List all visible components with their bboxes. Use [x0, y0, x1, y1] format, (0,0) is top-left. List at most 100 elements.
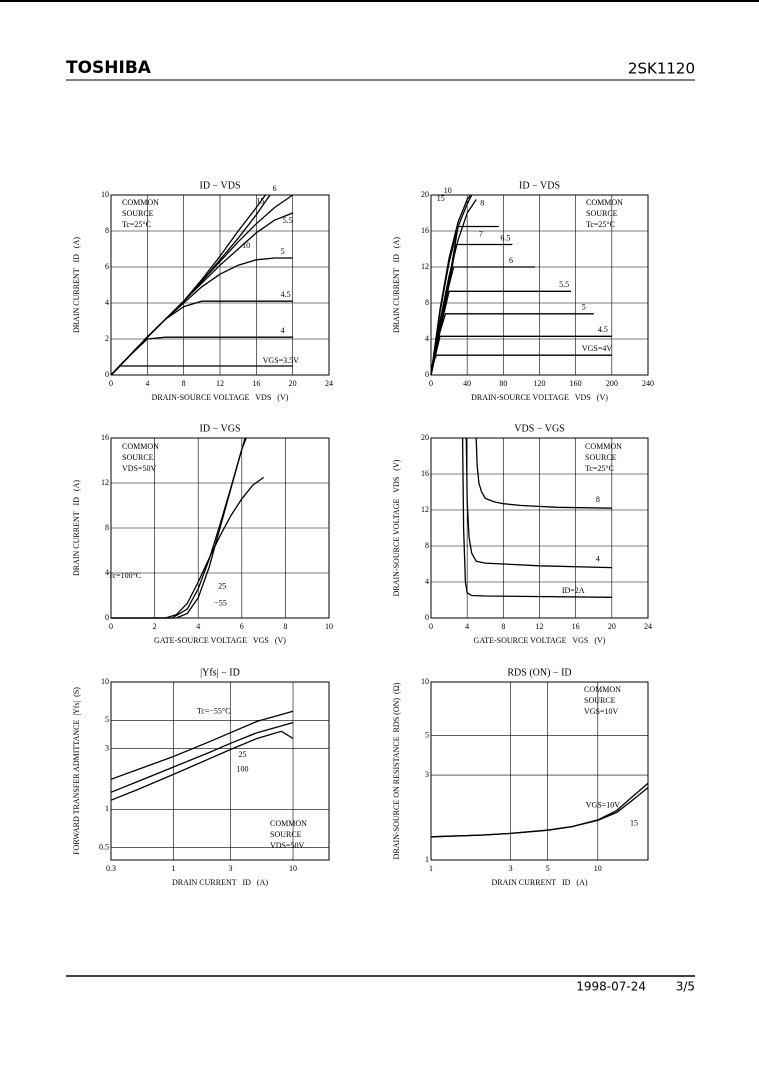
curve — [430, 194, 472, 376]
x-tick-label: 16 — [572, 622, 580, 631]
x-tick-label: 2 — [153, 622, 157, 631]
curve — [110, 212, 293, 376]
y-tick-label: 0 — [105, 613, 109, 622]
curve-label: Tc=100°C — [108, 571, 141, 580]
y-axis-label: DRAIN-SOURCE VOLTAGE VDS (V) — [392, 459, 401, 596]
x-tick-label: 20 — [289, 379, 297, 388]
curve-label: 7 — [479, 229, 483, 238]
x-tick-label: 0 — [109, 379, 113, 388]
condition-note: COMMON — [122, 198, 159, 207]
y-tick-label: 12 — [101, 478, 109, 487]
x-tick-label: 160 — [570, 379, 582, 388]
condition-note: COMMON — [122, 442, 159, 451]
x-tick-label: 4 — [145, 379, 149, 388]
curve — [110, 730, 294, 801]
x-tick-label: 0 — [429, 379, 433, 388]
curve-label: 5 — [281, 247, 285, 256]
y-tick-label: 0 — [425, 370, 429, 379]
y-tick-label: 12 — [421, 505, 429, 514]
y-tick-label: 20 — [421, 190, 429, 199]
curve — [110, 365, 293, 376]
curve-label: 15 — [256, 196, 264, 205]
curve-label: VGS=10V — [586, 801, 621, 810]
curve — [430, 266, 535, 376]
condition-note: COMMON — [584, 685, 621, 694]
x-tick-label: 4 — [465, 622, 469, 631]
curve-label: 10 — [242, 241, 250, 250]
x-tick-label: 3 — [509, 864, 513, 873]
y-axis-label: DRAIN CURRENT ID (A) — [72, 237, 81, 333]
curve-label: 4 — [281, 326, 285, 335]
condition-note: SOURCE — [586, 209, 618, 218]
x-tick-label: 24 — [325, 379, 333, 388]
curve — [111, 476, 264, 619]
condition-note: SOURCE — [122, 209, 154, 218]
condition-note: SOURCE — [585, 453, 617, 462]
footer-date: 1998-07-24 — [576, 980, 646, 994]
y-tick-label: 0.5 — [99, 842, 109, 851]
curve — [430, 290, 572, 376]
y-axis-label: DRAIN-SOURCE ON RESISTANCE RDS (ON) (Ω) — [392, 682, 401, 859]
curve-label: 5 — [582, 303, 586, 312]
condition-note: Tc=25°C — [122, 220, 151, 229]
x-tick-label: 0 — [109, 622, 113, 631]
curve — [461, 437, 612, 598]
condition-note: COMMON — [586, 198, 623, 207]
chart-title: |Yfs| − ID — [200, 667, 240, 678]
y-tick-label: 4 — [105, 298, 109, 307]
condition-note: VDS=50V — [270, 841, 305, 850]
curve-label: 8 — [596, 495, 600, 504]
x-tick-label: 0.3 — [106, 864, 116, 873]
x-tick-label: 10 — [289, 864, 297, 873]
curve-label: 6.5 — [500, 233, 510, 242]
curve-label: −55 — [214, 599, 227, 608]
curve-label: VGS=3.5V — [263, 356, 300, 365]
x-tick-label: 240 — [642, 379, 654, 388]
condition-note: Tc=25°C — [586, 220, 615, 229]
y-axis-label: DRAIN CURRENT ID (A) — [392, 237, 401, 333]
curve-label: 25 — [239, 750, 247, 759]
x-axis-label: DRAIN CURRENT ID (A) — [491, 878, 587, 887]
x-tick-label: 0 — [429, 622, 433, 631]
x-tick-label: 3 — [229, 864, 233, 873]
x-tick-label: 6 — [240, 622, 244, 631]
x-tick-label: 200 — [606, 379, 618, 388]
y-tick-label: 3 — [425, 770, 429, 779]
x-tick-label: 10 — [594, 864, 602, 873]
y-tick-label: 8 — [425, 541, 429, 550]
y-tick-label: 5 — [105, 715, 109, 724]
y-tick-label: 8 — [425, 298, 429, 307]
x-tick-label: 1 — [429, 864, 433, 873]
curve — [430, 313, 594, 376]
y-tick-label: 10 — [101, 190, 109, 199]
x-tick-label: 8 — [182, 379, 186, 388]
y-tick-label: 20 — [421, 433, 429, 442]
curve-label: 15 — [437, 194, 445, 203]
curve — [110, 710, 294, 780]
y-tick-label: 6 — [105, 262, 109, 271]
x-tick-label: 4 — [196, 622, 200, 631]
x-tick-label: 12 — [536, 622, 544, 631]
x-tick-label: 5 — [546, 864, 550, 873]
x-tick-label: 10 — [325, 622, 333, 631]
curve — [430, 354, 612, 376]
x-tick-label: 20 — [608, 622, 616, 631]
curve-label: 4 — [596, 554, 600, 563]
curve-label: 6 — [509, 256, 513, 265]
y-axis-label: FORWARD TRANSFER ADMITTANCE |Yfs| (S) — [72, 687, 81, 855]
chart-title: ID − VDS — [519, 180, 560, 191]
y-tick-label: 16 — [421, 469, 429, 478]
curve-label: 4.5 — [281, 290, 291, 299]
x-axis-label: GATE-SOURCE VOLTAGE VGS (V) — [474, 636, 606, 645]
curve — [475, 437, 612, 509]
condition-note: SOURCE — [270, 830, 302, 839]
condition-note: COMMON — [585, 442, 622, 451]
y-tick-label: 8 — [105, 226, 109, 235]
curve — [430, 787, 649, 838]
y-tick-label: 4 — [425, 577, 429, 586]
curve-label: Tc=−55°C — [197, 706, 230, 715]
x-tick-label: 80 — [499, 379, 507, 388]
y-tick-label: 12 — [421, 262, 429, 271]
x-axis-label: DRAIN-SOURCE VOLTAGE VDS (V) — [152, 393, 289, 402]
y-tick-label: 8 — [105, 523, 109, 532]
